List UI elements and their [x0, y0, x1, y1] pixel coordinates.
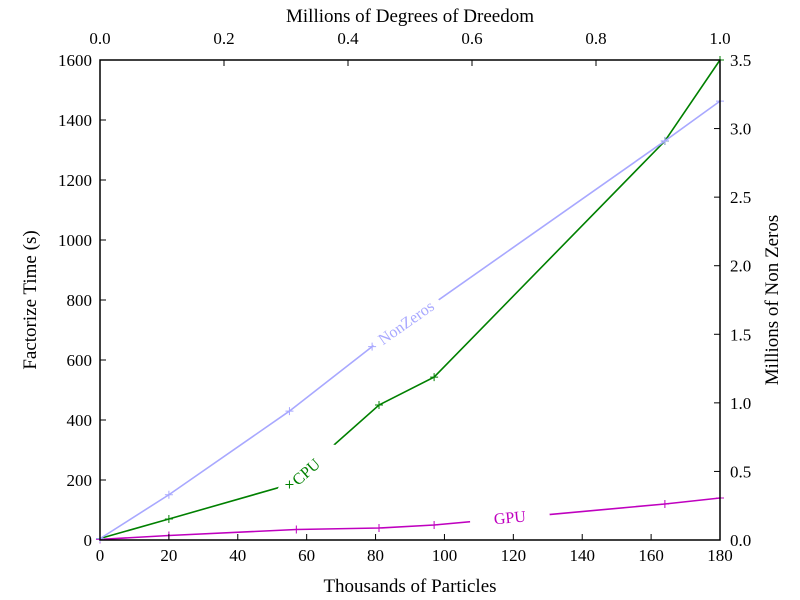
y-tick-label: 400 [67, 411, 93, 430]
top-tick-label: 0.2 [213, 29, 234, 48]
plot-frame [99, 59, 721, 541]
y-tick-label: 1200 [58, 171, 92, 190]
right-tick-label: 0.5 [730, 462, 751, 481]
top-tick-label: 0.8 [585, 29, 606, 48]
x-tick-label: 60 [298, 546, 315, 565]
series-nonzeros: NonZeros [96, 97, 724, 543]
top-axis-title: Millions of Degrees of Dreedom [286, 6, 534, 27]
y-tick-label: 800 [67, 291, 93, 310]
right-tick-label: 1.0 [730, 394, 751, 413]
series-gpu: GPU [96, 494, 724, 544]
series-gpu-point [375, 524, 383, 532]
series-nonzeros-label: NonZeros [375, 298, 437, 349]
right-tick-label: 2.0 [730, 257, 751, 276]
top-tick-label: 0.4 [337, 29, 359, 48]
x-tick-label: 40 [229, 546, 246, 565]
y-tick-label: 0 [84, 531, 93, 550]
series-gpu-point [660, 500, 669, 508]
right-axis-title: Millions of Non Zeros [762, 215, 783, 385]
series-gpu-point [292, 525, 301, 534]
x-axis-title: Thousands of Particles [323, 576, 496, 597]
series-layer: CPU GPU NonZeros [96, 56, 724, 544]
series-cpu-point [375, 401, 383, 409]
top-tick-label: 0.6 [461, 29, 482, 48]
series-nonzeros-point [660, 136, 669, 145]
series-cpu: CPU [96, 56, 724, 543]
series-cpu-point [430, 373, 439, 382]
right-tick-label: 1.5 [730, 325, 751, 344]
x-tick-label: 160 [638, 546, 664, 565]
right-tick-label: 0.0 [730, 531, 751, 550]
top-tick-label: 1.0 [709, 29, 730, 48]
y-tick-label: 200 [67, 471, 93, 490]
right-tick-label: 3.0 [730, 120, 751, 139]
series-nonzeros-point [368, 342, 377, 351]
x-tick-label: 180 [707, 546, 733, 565]
y-tick-label: 600 [67, 351, 93, 370]
series-nonzeros-point [164, 490, 173, 499]
series-gpu-line [99, 497, 721, 541]
ticks-layer [99, 59, 721, 541]
top-tick-label: 0.0 [89, 29, 110, 48]
x-tick-label: 80 [367, 546, 384, 565]
y-axis-title: Factorize Time (s) [20, 230, 41, 369]
x-tick-label: 20 [160, 546, 177, 565]
x-tick-label: 0 [96, 546, 105, 565]
x-tick-label: 120 [501, 546, 527, 565]
series-cpu-label: CPU [289, 456, 324, 490]
series-nonzeros-point [285, 407, 294, 416]
series-cpu-point [285, 480, 294, 489]
right-tick-label: 3.5 [730, 51, 751, 70]
labels-layer: 0 20 40 60 80 100 120 140 160 180 0 200 400 600 800 100… [58, 29, 751, 565]
right-tick-label: 2.5 [730, 188, 751, 207]
series-nonzeros-line [99, 100, 721, 540]
series-gpu-label: GPU [493, 508, 527, 528]
y-tick-label: 1600 [58, 51, 92, 70]
y-tick-label: 1000 [58, 231, 92, 250]
y-tick-label: 1400 [58, 111, 92, 130]
x-tick-label: 100 [432, 546, 458, 565]
series-cpu-point [164, 515, 173, 523]
series-gpu-point [430, 521, 439, 529]
series-cpu-line [99, 59, 721, 540]
x-tick-label: 140 [569, 546, 595, 565]
